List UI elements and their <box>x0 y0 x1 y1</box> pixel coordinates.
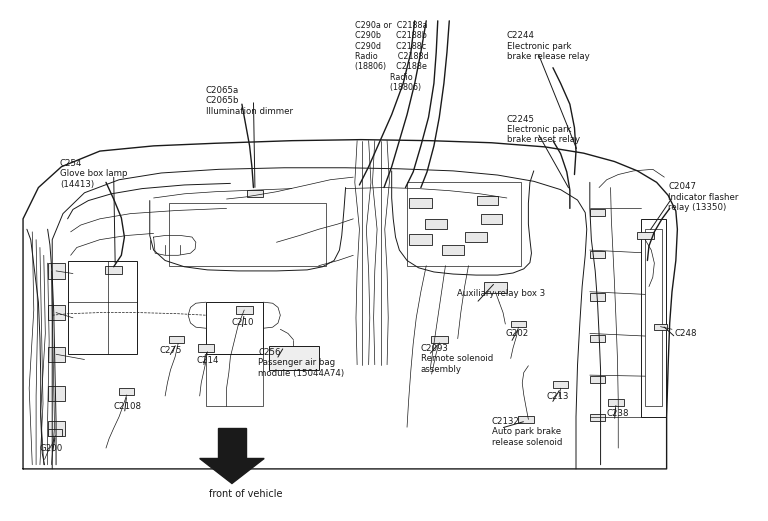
Bar <box>590 335 605 342</box>
Text: C210: C210 <box>232 318 254 327</box>
Bar <box>637 232 654 239</box>
Bar <box>654 324 667 330</box>
Text: C254
Glove box lamp
(14413): C254 Glove box lamp (14413) <box>60 159 127 189</box>
Bar <box>590 209 605 216</box>
Bar <box>590 376 605 383</box>
Bar <box>48 429 62 436</box>
Text: C248: C248 <box>674 329 697 338</box>
Bar <box>48 421 65 436</box>
Bar <box>247 190 263 197</box>
Text: G200: G200 <box>40 444 63 453</box>
Text: C2093
Remote solenoid
assembly: C2093 Remote solenoid assembly <box>421 344 493 374</box>
Bar <box>169 203 326 266</box>
Text: C275: C275 <box>160 346 182 355</box>
Text: C2244
Electronic park
brake release relay: C2244 Electronic park brake release rela… <box>507 31 590 61</box>
Polygon shape <box>200 458 264 483</box>
Bar <box>119 389 134 395</box>
Text: C238: C238 <box>607 409 629 418</box>
Text: C213: C213 <box>547 392 569 401</box>
Bar <box>206 302 263 354</box>
Text: C2245
Electronic park
brake reset relay: C2245 Electronic park brake reset relay <box>507 115 580 144</box>
Bar <box>206 354 263 406</box>
Text: C2108: C2108 <box>114 402 141 411</box>
Bar <box>68 260 137 354</box>
Bar <box>608 399 624 405</box>
Text: G202: G202 <box>505 329 528 338</box>
Bar <box>269 346 319 370</box>
Bar <box>645 229 662 406</box>
Bar <box>465 232 487 242</box>
Text: C2065a
C2065b
Illumination dimmer: C2065a C2065b Illumination dimmer <box>206 86 293 116</box>
Text: C256
Passenger air bag
module (15044A74): C256 Passenger air bag module (15044A74) <box>258 348 344 378</box>
Bar <box>477 196 498 205</box>
Bar <box>407 182 521 266</box>
Bar <box>590 251 605 258</box>
Text: C2132
Auto park brake
release solenoid: C2132 Auto park brake release solenoid <box>492 417 562 446</box>
Bar <box>590 293 605 301</box>
Bar <box>48 386 65 401</box>
Text: front of vehicle: front of vehicle <box>209 489 283 499</box>
Bar <box>641 219 666 417</box>
Bar <box>511 320 526 328</box>
Bar <box>431 336 448 343</box>
Bar <box>105 266 122 274</box>
Bar <box>484 282 507 293</box>
Bar <box>169 336 184 343</box>
Bar <box>409 234 432 245</box>
Bar <box>518 416 534 423</box>
Text: C2047
Indicator flasher
relay (13350): C2047 Indicator flasher relay (13350) <box>668 182 739 212</box>
Bar <box>48 263 65 279</box>
FancyBboxPatch shape <box>218 428 246 458</box>
Text: Auxiliary relay box 3: Auxiliary relay box 3 <box>457 289 545 298</box>
Bar <box>442 245 464 255</box>
Bar <box>48 347 65 362</box>
Bar <box>409 198 432 208</box>
Bar <box>425 219 447 229</box>
Bar <box>198 344 214 352</box>
Bar <box>590 414 605 421</box>
Text: C290a or  C2188a
C290b      C2188b
C290d      C2188c
Radio        C2188d
(18806): C290a or C2188a C290b C2188b C290d C2188… <box>355 21 429 92</box>
Bar <box>236 306 253 314</box>
Bar <box>48 305 65 320</box>
Bar <box>481 214 502 224</box>
Text: C214: C214 <box>197 356 219 365</box>
Bar <box>553 381 568 388</box>
